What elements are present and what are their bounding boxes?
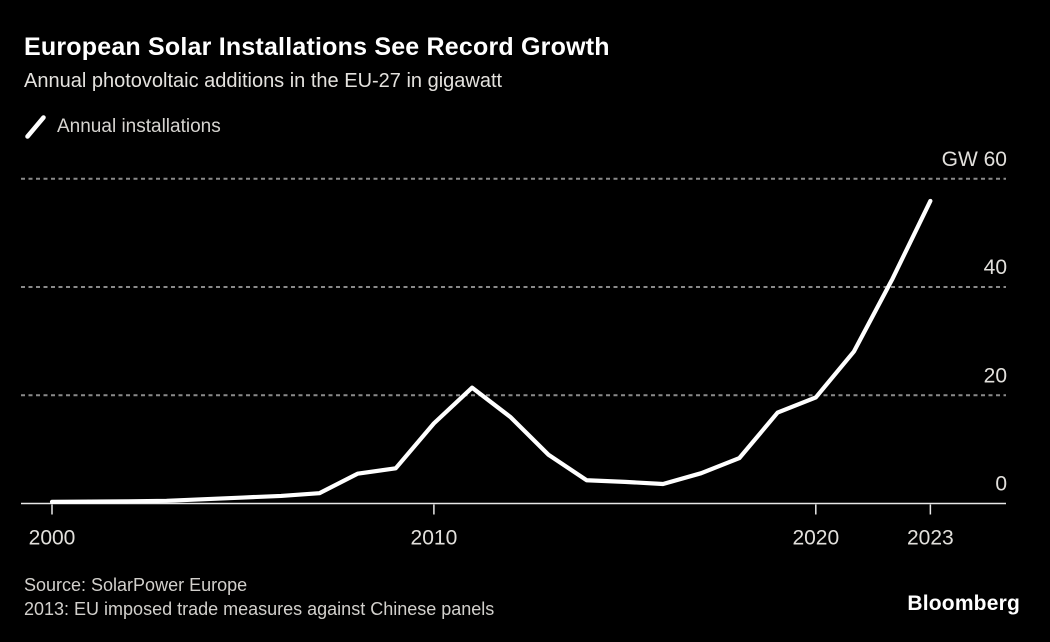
legend-label: Annual installations <box>57 116 221 137</box>
page-subtitle: Annual photovoltaic additions in the EU-… <box>24 70 503 92</box>
x-tick-label: 2000 <box>29 527 76 550</box>
page-title: European Solar Installations See Record … <box>24 33 610 61</box>
y-tick-label: 20 <box>984 364 1007 387</box>
y-tick-label: GW 60 <box>942 148 1007 171</box>
source-text: Source: SolarPower Europe <box>24 575 248 595</box>
y-tick-label: 0 <box>995 473 1007 496</box>
note-text: 2013: EU imposed trade measures against … <box>24 599 495 619</box>
x-tick-label: 2020 <box>792 527 839 550</box>
series-annual-installations <box>49 198 933 504</box>
x-tick-label: 2010 <box>411 527 458 550</box>
bloomberg-logo: Bloomberg <box>907 592 1020 615</box>
x-tick-label: 2023 <box>907 527 954 550</box>
line-series-icon <box>25 115 46 139</box>
y-tick-label: 40 <box>984 256 1007 279</box>
legend: Annual installations <box>24 114 221 140</box>
